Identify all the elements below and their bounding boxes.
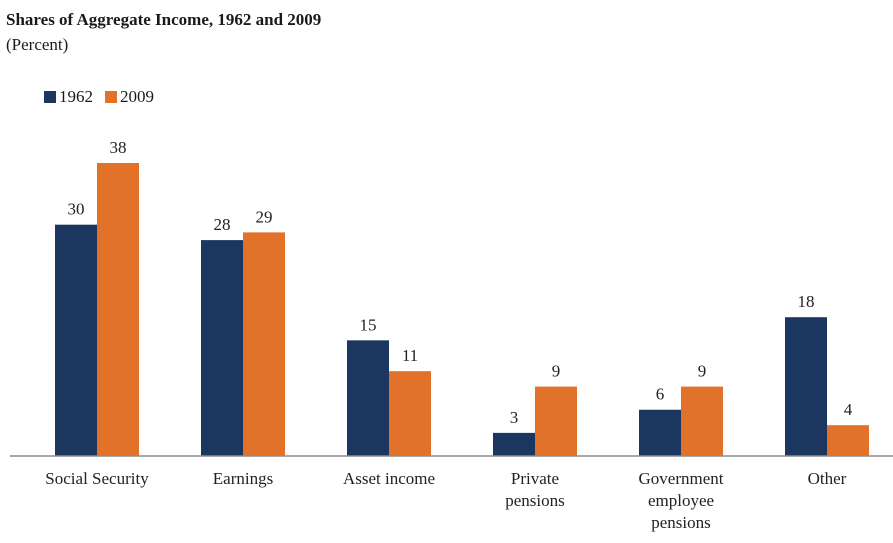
bar-1962-1 [201, 240, 243, 456]
x-tick-label-1-0: Earnings [213, 469, 273, 488]
data-label-1962-4: 6 [656, 385, 665, 404]
data-label-2009-4: 9 [698, 362, 707, 381]
data-label-1962-5: 18 [798, 292, 815, 311]
x-tick-label-4-1: employee [648, 491, 714, 510]
x-tick-label-0-0: Social Security [45, 469, 149, 488]
x-tick-label-5-0: Other [808, 469, 847, 488]
x-tick-label-3-1: pensions [505, 491, 565, 510]
data-label-1962-2: 15 [360, 315, 377, 334]
bar-1962-3 [493, 432, 535, 456]
bar-1962-4 [639, 409, 681, 456]
x-tick-label-2-0: Asset income [343, 469, 435, 488]
data-label-2009-0: 38 [110, 138, 127, 157]
bar-1962-2 [347, 340, 389, 456]
data-label-2009-3: 9 [552, 362, 561, 381]
legend-item-2009: 2009 [105, 87, 154, 107]
chart-subtitle: (Percent) [6, 35, 69, 54]
legend-item-1962: 1962 [44, 87, 93, 107]
bar-2009-0 [97, 163, 139, 456]
bar-1962-5 [785, 317, 827, 456]
legend: 1962 2009 [44, 87, 166, 107]
data-label-1962-1: 28 [214, 215, 231, 234]
bar-2009-1 [243, 232, 285, 456]
bar-1962-0 [55, 224, 97, 456]
chart-title: Shares of Aggregate Income, 1962 and 200… [6, 10, 322, 29]
bar-2009-5 [827, 425, 869, 456]
x-tick-label-3-0: Private [511, 469, 559, 488]
bar-2009-3 [535, 386, 577, 456]
data-label-2009-1: 29 [256, 207, 273, 226]
legend-swatch-1962 [44, 91, 56, 103]
data-label-1962-0: 30 [68, 200, 85, 219]
data-label-1962-3: 3 [510, 408, 519, 427]
legend-label-2009: 2009 [120, 87, 154, 106]
legend-label-1962: 1962 [59, 87, 93, 106]
data-label-2009-5: 4 [844, 400, 853, 419]
legend-swatch-2009 [105, 91, 117, 103]
bar-2009-4 [681, 386, 723, 456]
bar-2009-2 [389, 371, 431, 456]
data-label-2009-2: 11 [402, 346, 418, 365]
x-tick-label-4-2: pensions [651, 513, 711, 532]
x-tick-label-4-0: Government [639, 469, 724, 488]
